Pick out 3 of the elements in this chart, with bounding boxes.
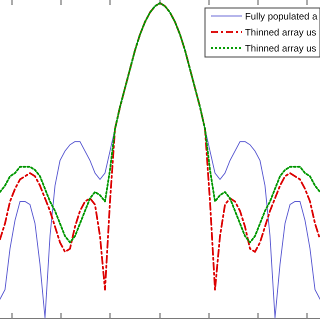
legend-label: Fully populated a bbox=[245, 12, 318, 22]
legend-label: Thinned array us bbox=[245, 28, 317, 38]
legend-label: Thinned array us bbox=[245, 44, 317, 54]
